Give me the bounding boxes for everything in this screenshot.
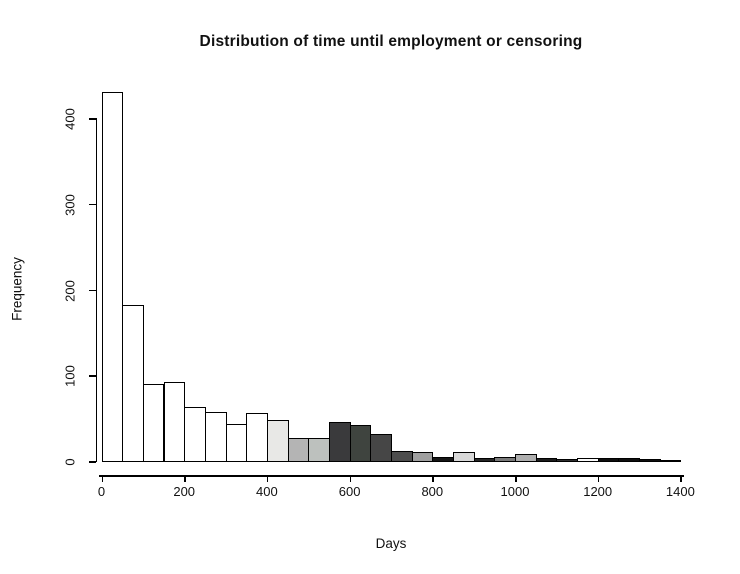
x-tick-label: 1200 (583, 484, 613, 499)
histogram-bar (204, 412, 227, 462)
histogram-bar (411, 452, 434, 462)
y-tick-label: 300 (62, 193, 78, 216)
histogram-bar (618, 458, 641, 462)
y-tick-label: 400 (62, 108, 78, 130)
histogram-bar (556, 459, 578, 462)
x-axis-tick (432, 475, 434, 482)
x-axis-tick (680, 475, 682, 482)
histogram-bar (266, 420, 289, 462)
y-axis-title: Frequency (9, 257, 25, 321)
histogram-bar (494, 457, 516, 462)
histogram-bar (163, 382, 186, 462)
y-tick-label: 100 (62, 365, 78, 388)
histogram-bar (328, 422, 351, 462)
histogram-bar (659, 460, 682, 462)
histogram-bar (308, 438, 330, 462)
y-tick-label: 200 (62, 279, 78, 302)
x-tick-label: 200 (173, 484, 196, 499)
x-axis-tick (266, 475, 269, 482)
x-tick-label: 1400 (665, 484, 695, 499)
histogram-bar (246, 413, 268, 462)
x-axis-tick (184, 475, 186, 482)
x-tick-label: 0 (97, 484, 106, 499)
histogram-bar (432, 457, 454, 462)
histogram-bar (577, 458, 599, 462)
x-axis-tick (515, 475, 517, 482)
histogram-bar (101, 92, 124, 462)
histogram-bar (184, 407, 206, 462)
histogram-bar (535, 458, 558, 462)
histogram-bar (473, 458, 496, 462)
x-axis-tick (101, 475, 103, 482)
x-axis-tick (349, 475, 352, 482)
histogram-bar (142, 384, 165, 462)
histogram-bar (349, 425, 372, 462)
x-tick-label: 1000 (500, 484, 530, 499)
chart-title: Distribution of time until employment or… (199, 33, 583, 50)
x-tick-label: 800 (421, 484, 444, 499)
y-axis-tick (88, 118, 96, 120)
x-axis-title: Days (375, 536, 407, 551)
histogram-bar (515, 454, 537, 462)
histogram-bar (639, 459, 661, 462)
y-axis-tick (88, 289, 96, 291)
x-axis-line (98, 475, 685, 477)
histogram-bar (370, 434, 392, 462)
x-tick-label: 400 (256, 484, 278, 499)
x-axis-tick (597, 475, 600, 482)
histogram-bar (597, 458, 620, 462)
histogram-bar (390, 451, 413, 462)
y-axis-tick (88, 461, 96, 463)
y-axis-tick (88, 203, 96, 206)
histogram-bar (225, 424, 248, 462)
histogram-bar (453, 452, 475, 462)
x-tick-label: 600 (338, 484, 361, 499)
histogram-bar (122, 305, 144, 462)
y-axis-tick (88, 375, 96, 377)
histogram-bar (287, 438, 310, 462)
y-axis-line (95, 118, 97, 462)
y-tick-label: 0 (62, 458, 78, 466)
